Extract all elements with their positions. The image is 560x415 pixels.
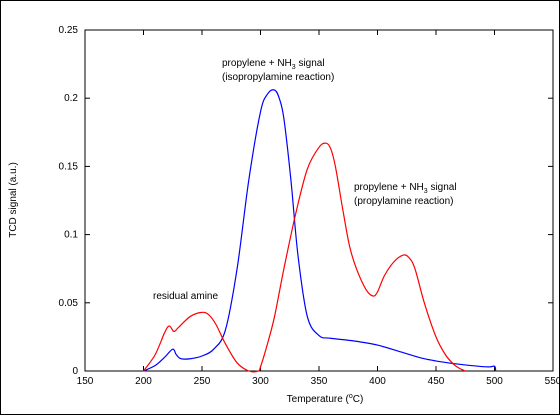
x-tick-label: 150 [77, 376, 94, 387]
y-axis-label: TCD signal (a.u.) [8, 162, 19, 238]
x-tick-label: 550 [545, 376, 560, 387]
x-tick-label: 400 [369, 376, 386, 387]
series-layer [143, 89, 497, 373]
x-axis-label: Temperature (oC) [287, 393, 364, 405]
y-tick-label: 0.15 [59, 161, 79, 172]
annotation-red-line2: (propylamine reaction) [354, 196, 454, 207]
x-tick-label: 500 [486, 376, 503, 387]
annotation-red-line1: propylene + NH3 signal [354, 182, 457, 195]
x-tick-label: 450 [428, 376, 445, 387]
series-line-1 [143, 142, 466, 373]
x-tick-label: 250 [194, 376, 211, 387]
annotation-blue-line2: (isopropylamine reaction) [222, 72, 334, 83]
y-tick-label: 0 [72, 366, 78, 377]
y-tick-label: 0.2 [64, 93, 78, 104]
y-tick-label: 0.1 [64, 230, 78, 241]
x-tick-label: 350 [311, 376, 328, 387]
x-tick-label: 300 [252, 376, 269, 387]
x-tick-label: 200 [135, 376, 152, 387]
annotation-blue-line1: propylene + NH3 signal [222, 58, 325, 71]
y-tick-label: 0.25 [59, 25, 79, 36]
y-tick-label: 0.05 [59, 298, 79, 309]
annotation-layer: propylene + NH3 signal (isopropylamine r… [153, 58, 457, 302]
annotation-residual-amine: residual amine [153, 291, 218, 302]
series-line-0 [143, 89, 497, 372]
